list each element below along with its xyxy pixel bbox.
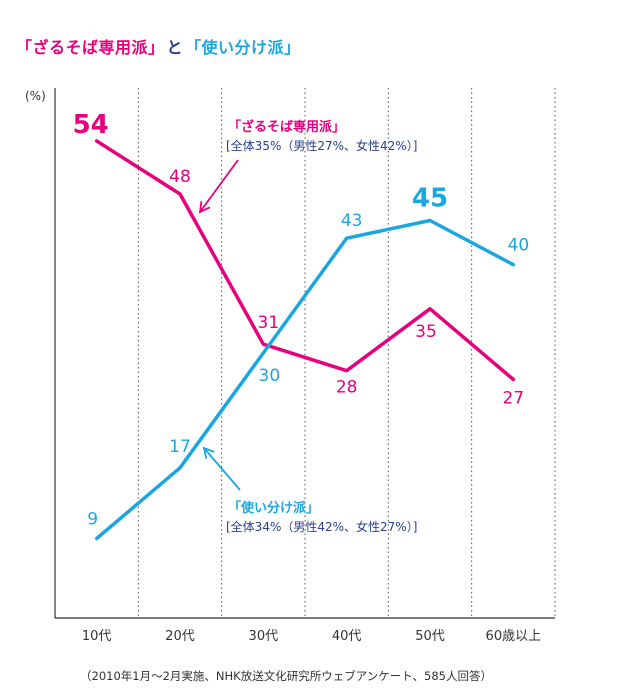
annotation-name-zarusoba: 「ざるそば専用派」 (228, 119, 345, 135)
chart-title: 「ざるそば専用派」と「使い分け派」 (16, 34, 301, 58)
data-label-zarusoba: 35 (415, 322, 437, 342)
x-tick-label: 10代 (82, 629, 112, 644)
x-tick-label: 40代 (332, 629, 362, 644)
annotation-name-tsukaiwake: 「使い分け派」 (228, 500, 319, 516)
x-tick-label: 20代 (165, 629, 195, 644)
annotation-summary-zarusoba: [全体35%（男性27%、女性42%）] (226, 138, 417, 153)
x-tick-label: 50代 (415, 629, 445, 644)
series-line-zarusoba (94, 139, 516, 382)
annotation-arrow-zarusoba (199, 159, 239, 213)
data-label-zarusoba: 54 (73, 110, 109, 140)
title-tsukaiwake: 「使い分け派」 (185, 38, 301, 57)
data-label-zarusoba: 31 (258, 313, 280, 333)
data-label-zarusoba: 28 (336, 378, 358, 398)
data-label-zarusoba: 48 (169, 167, 191, 187)
annotation-arrowhead-zarusoba (198, 200, 211, 214)
source-note: （2010年1月〜2月実施、NHK放送文化研究所ウェブアンケート、585人回答） (80, 669, 492, 683)
annotation-arrow-tsukaiwake (203, 447, 241, 491)
data-label-tsukaiwake: 30 (259, 366, 281, 386)
data-label-zarusoba: 27 (503, 389, 525, 409)
x-tick-label: 30代 (249, 629, 279, 644)
y-axis-unit-label: (%) (25, 89, 46, 103)
title-zarusoba: 「ざるそば専用派」 (16, 38, 165, 57)
annotation-arrowhead-tsukaiwake (202, 446, 215, 459)
data-label-tsukaiwake: 43 (341, 211, 363, 231)
title-connector: と (166, 38, 184, 57)
data-label-tsukaiwake: 45 (412, 184, 448, 214)
data-label-tsukaiwake: 17 (169, 437, 191, 457)
series-line-tsukaiwake (94, 218, 516, 541)
data-label-tsukaiwake: 9 (87, 510, 98, 530)
x-tick-label: 60歳以上 (486, 629, 542, 644)
data-label-tsukaiwake: 40 (508, 236, 530, 256)
annotation-summary-tsukaiwake: [全体34%（男性42%、女性27%）] (226, 519, 417, 534)
